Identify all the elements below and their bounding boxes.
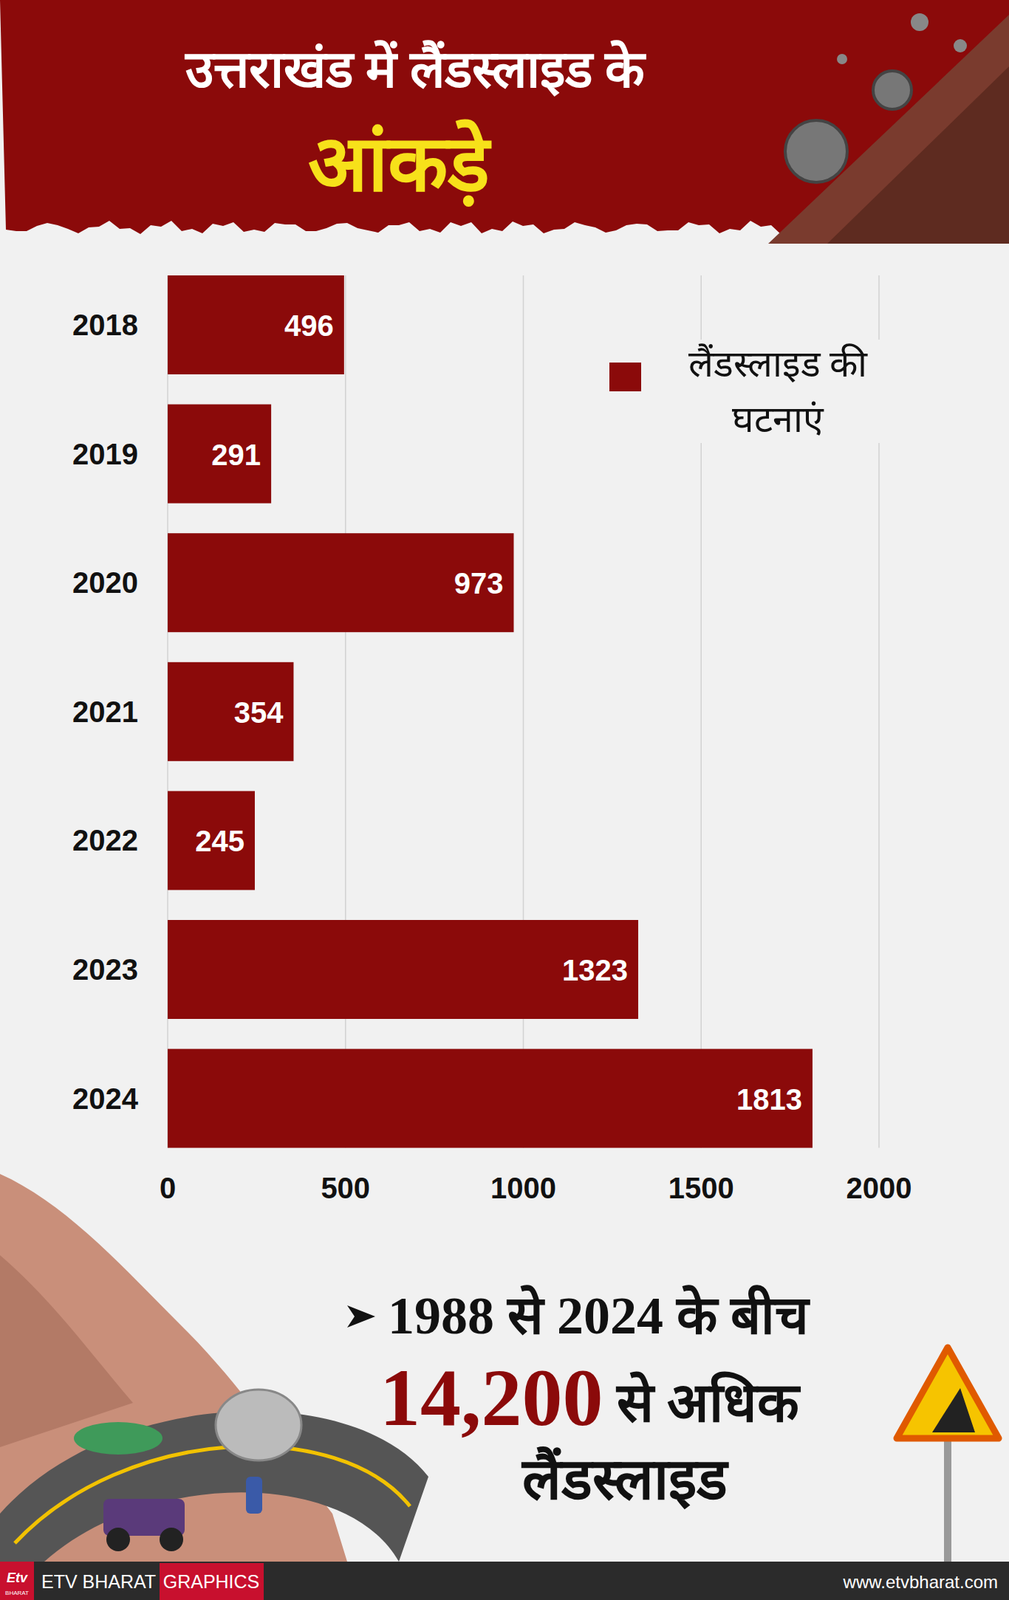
bar [167,662,294,762]
data-label: 354 [234,696,284,730]
data-label: 496 [284,309,334,342]
tick-label: 1500 [668,1172,735,1205]
road [0,1411,429,1563]
rider [245,1477,263,1515]
sign-pole [943,1425,952,1563]
bar [167,533,514,633]
legend: लैंडस्लाइड कीघटनाएं [599,339,911,444]
mountain-shade [0,1255,133,1448]
tick-label: 500 [320,1172,371,1205]
logo-box [0,1562,34,1600]
warning-sign [896,1348,999,1439]
rock [836,53,848,65]
wheel [159,1528,184,1552]
category-label: 2018 [72,308,139,342]
rock [953,39,967,53]
tick-label: 2000 [846,1172,913,1205]
background [0,0,1009,1600]
annotation: लैंडस्लाइड [520,1446,730,1513]
footer-url: www.etvbharat.com [842,1572,998,1593]
data-label: 973 [454,567,504,600]
footer-brand: ETV BHARAT [41,1571,156,1593]
category-label: 2022 [72,824,139,857]
tick-label: 1000 [490,1172,557,1205]
bar [167,404,272,504]
infographic: उत्तराखंड में लैंडस्लाइड के आंकड़े 0 500 100… [0,0,1009,1600]
legend-label: लैंडस्लाइड कीघटनाएं [688,343,869,441]
annotation-number: 14,200 [379,1353,604,1444]
category-label: 2021 [72,695,139,729]
title: उत्तराखंड में लैंडस्लाइड के [183,39,648,99]
category-label: 2020 [72,566,139,600]
subtitle: आंकड़े [308,118,492,208]
rock [873,70,912,110]
slope-shade [827,66,1009,244]
section-box [159,1563,264,1600]
logo-sub: BHARAT [5,1590,29,1597]
footer-section: GRAPHICS [163,1571,261,1593]
bush [73,1422,163,1456]
footer-band [0,1562,1009,1600]
sign-icon [932,1388,976,1433]
category-label: 2023 [72,953,139,987]
tick-label: 0 [159,1172,176,1205]
data-label: 1813 [736,1083,803,1117]
data-label: 245 [195,825,245,858]
grid [167,275,879,1149]
annotation: से अधिक [615,1371,803,1434]
boulder [215,1390,302,1462]
rock [785,120,848,183]
wheel [106,1528,131,1552]
category-label: 2024 [72,1082,139,1116]
bar [167,275,345,375]
data-label: 291 [211,438,261,472]
data-label: 1323 [562,954,628,987]
annotation: 1988 से 2024 के बीच [387,1285,811,1346]
arrow [347,1305,376,1329]
bar [167,1049,813,1149]
legend-swatch [609,362,642,392]
slope [768,14,1009,244]
rock [910,13,929,32]
road-line [14,1447,410,1544]
bar [167,791,255,891]
logo: Etv [6,1571,29,1586]
bar [167,920,639,1020]
category-label: 2019 [72,438,139,471]
legend-background [599,339,911,444]
